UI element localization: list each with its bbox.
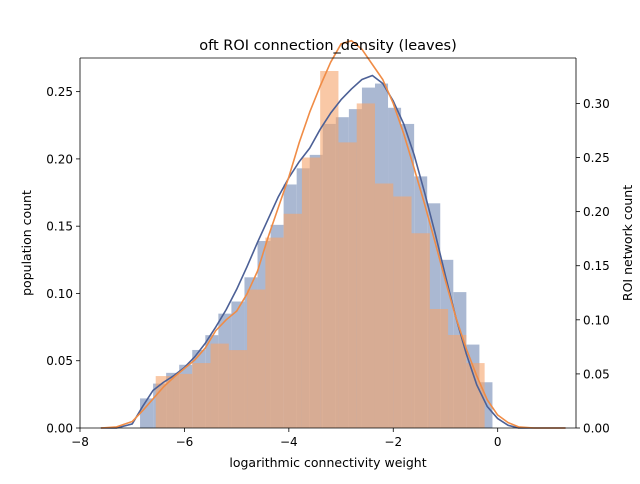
histogram-bar [320, 70, 339, 428]
y2-tick-label: 0.15 [583, 259, 610, 273]
y-tick-label: 0.20 [46, 152, 73, 166]
histogram-bar [466, 363, 485, 428]
histogram-bar [283, 213, 302, 428]
y2-tick-label: 0.10 [583, 313, 610, 327]
histogram-bar [356, 103, 375, 428]
histogram-series-2 [155, 70, 485, 428]
histogram-bar [338, 142, 357, 428]
histogram-bar [173, 373, 193, 428]
histogram-bar [411, 233, 430, 428]
histogram-bar [228, 350, 248, 428]
y2-axis-label: ROI network count [620, 185, 635, 301]
y2-tick-label: 0.25 [583, 151, 610, 165]
y2-tick-label: 0.05 [583, 367, 610, 381]
histogram-bar [140, 398, 154, 428]
x-tick-label: −2 [384, 435, 402, 449]
x-axis-label: logarithmic connectivity weight [229, 455, 426, 470]
y2-tick-label: 0.00 [583, 422, 610, 436]
y-axis-label: population count [19, 190, 34, 296]
x-tick-label: −4 [280, 435, 298, 449]
y2-tick-label: 0.30 [583, 97, 610, 111]
x-tick-label: −6 [176, 435, 194, 449]
histogram-bar [301, 157, 321, 428]
kde-line-series-2 [100, 39, 566, 429]
histogram-bar [265, 237, 284, 428]
x-tick-label: 0 [494, 435, 502, 449]
y-tick-label: 0.05 [46, 354, 73, 368]
histogram-bar [210, 343, 229, 428]
y-tick-label: 0.25 [46, 85, 73, 99]
chart-title: oft ROI connection_density (leaves) [199, 38, 457, 54]
histogram-bar [393, 196, 412, 428]
histogram-bar [155, 376, 174, 428]
y-tick-label: 0.10 [46, 287, 73, 301]
y2-tick-label: 0.20 [583, 205, 610, 219]
y-tick-label: 0.00 [46, 422, 73, 436]
axes: −8 −6 −4 −2 0 0.00 0.05 0.10 0.15 0.20 0.25 0.00 0.0… [46, 57, 610, 449]
y-tick-label: 0.15 [46, 220, 73, 234]
histogram-bar [247, 289, 266, 428]
kde-line-series-1 [100, 74, 566, 429]
histogram-bar [448, 334, 467, 428]
histogram-bar [374, 183, 394, 428]
x-tick-label: −8 [71, 435, 89, 449]
histogram-bar [429, 308, 449, 428]
plot-area [100, 39, 566, 429]
histogram-bar [192, 363, 211, 428]
